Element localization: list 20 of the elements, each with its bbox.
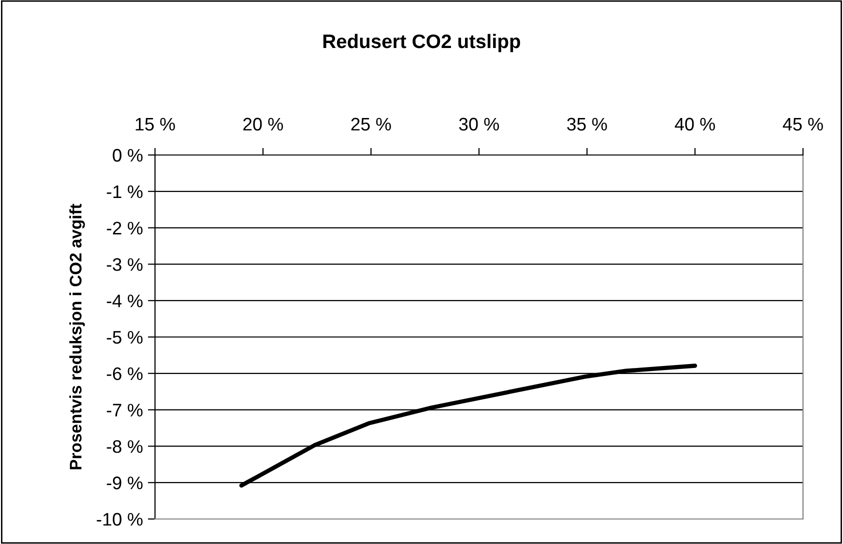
y-tick-label: -10 % [96,512,143,526]
y-tick-label: -4 % [106,294,143,308]
y-tick-label: -5 % [106,331,143,344]
x-tick-label: 35 % [567,118,607,131]
y-axis-title: Prosentvis reduksjon i CO2 avgift [69,204,85,470]
y-tick-label: -2 % [106,222,143,234]
y-tick-label: -7 % [106,404,143,416]
x-tick-label: 30 % [459,118,499,131]
y-tick-label: 0 % [112,148,143,162]
y-tick-label: -3 % [106,258,143,271]
y-tick-label: -9 % [106,476,143,490]
y-tick-label: -1 % [106,185,143,198]
chart-title: Redusert CO2 utslipp [323,34,520,52]
y-tick-label: -6 % [106,367,143,380]
x-tick-label: 15 % [136,118,175,131]
x-tick-label: 40 % [674,118,715,131]
y-tick-label: -8 % [106,440,143,453]
x-tick-label: 45 % [782,118,823,131]
x-tick-label: 25 % [351,118,391,131]
x-tick-label: 20 % [243,118,283,131]
